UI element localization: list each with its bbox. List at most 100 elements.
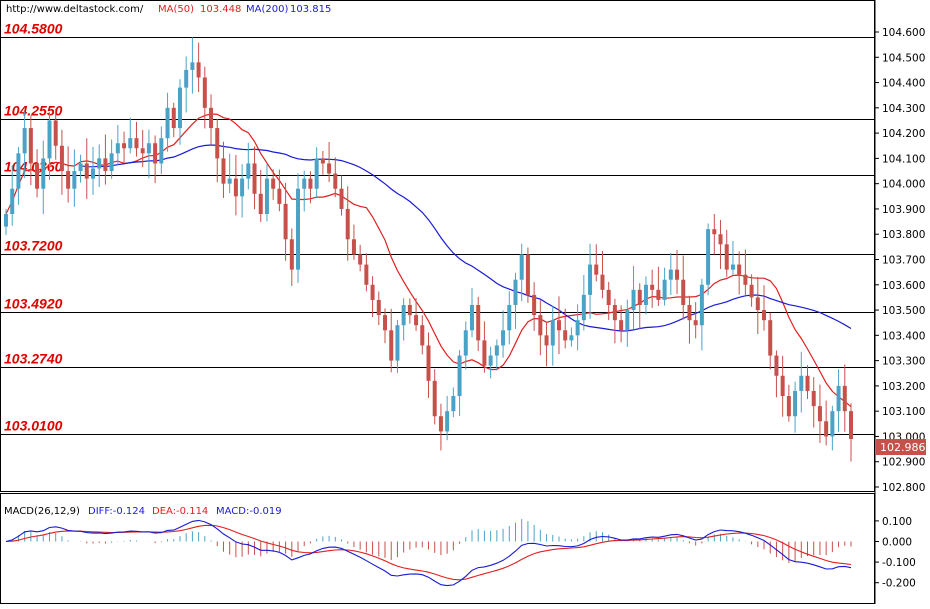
macd-panel [5,519,852,587]
candle-down [811,390,816,407]
candle-down [556,320,561,331]
candle-down [59,145,64,172]
candle-down [718,234,723,245]
candle-up [488,355,493,366]
candle-down [762,310,767,321]
candle-up [264,178,269,214]
macd-tick-label: 0.100 [882,516,912,528]
last-price-tag [876,439,926,455]
candle-down [84,163,89,179]
candle-down [438,416,443,432]
candle-up [575,320,580,336]
candle-up [22,128,27,154]
candle-up [159,138,164,164]
candle-down [743,274,748,285]
candle-down [277,188,282,204]
ma50-line [5,113,852,408]
level-label: 103.4920 [4,296,63,312]
candle-up [165,107,170,139]
candle-down [376,299,381,316]
candle-down [327,163,332,174]
candle-up [836,385,841,412]
candle-up [395,325,400,361]
candle-down [675,269,680,280]
candle-down [140,148,145,154]
candle-down [842,385,847,412]
candle-up [513,279,518,305]
candle-up [625,310,630,331]
candle-down [532,294,537,316]
candle-down [28,128,33,164]
candle-down [774,355,779,376]
candle-down [364,264,369,285]
price-tick-label: 104.000 [882,179,925,191]
price-tick-label: 104.600 [882,27,925,39]
price-tick-label: 103.100 [882,406,925,418]
site-url[interactable]: http://www.deltastock.com/ [6,4,144,15]
price-tick-label: 102.900 [882,457,925,469]
ma200-line [80,144,852,332]
candle-down [656,289,661,300]
price-tick-label: 103.800 [882,229,925,241]
price-tick-label: 104.400 [882,78,925,90]
candle-up [184,69,189,88]
candle-down [35,163,40,189]
candle-down [215,128,220,159]
candle-down [737,264,742,275]
candle-down [345,208,350,240]
price-tick-label: 104.300 [882,103,925,115]
candle-down [252,163,257,194]
candle-down [283,203,288,240]
candle-up [115,143,120,154]
candle-down [538,315,543,336]
candle-up [109,153,114,172]
candle-down [134,138,139,149]
candle-down [103,158,108,172]
candle-up [631,289,636,311]
candle-down [389,330,394,361]
candle-down [221,158,226,184]
candle-down [271,178,276,189]
candle-down [650,284,655,290]
candle-down [687,305,692,321]
level-label: 103.7200 [4,238,63,254]
price-tick-label: 103.900 [882,204,925,216]
candle-down [612,305,617,321]
last-price-label: 102.986 [880,441,926,454]
candle-up [799,375,804,391]
candle-up [668,269,673,280]
candle-down [209,107,214,129]
candle-up [519,254,524,280]
candle-down [594,264,599,275]
level-label: 104.0360 [4,159,63,175]
candle-down [476,305,481,341]
candle-up [177,87,182,129]
price-axis: 104.600 104.500 104.400 104.300 104.200 104.1… [875,27,925,494]
candle-down [563,330,568,341]
candle-up [494,345,499,356]
candle-up [507,305,512,331]
price-tick-label: 103.200 [882,381,925,393]
candle-up [501,330,506,346]
candle-up [463,330,468,356]
price-tick-label: 103.300 [882,356,925,368]
candle-up [588,264,593,295]
candle-down [202,77,207,108]
candle-down [420,325,425,346]
candle-up [246,163,251,179]
candle-up [643,284,648,305]
ma50-label: MA(50) [158,4,194,15]
candle-up [662,279,667,300]
candle-up [190,62,195,70]
candle-up [699,284,704,326]
candle-up [128,138,133,149]
candle-down [233,178,238,197]
candle-up [793,390,798,417]
candle-up [90,168,95,179]
candle-down [749,284,754,298]
candle-up [706,229,711,285]
candle-down [482,340,487,366]
candle-down [525,254,530,295]
candle-up [469,305,474,331]
candle-down [619,320,624,331]
